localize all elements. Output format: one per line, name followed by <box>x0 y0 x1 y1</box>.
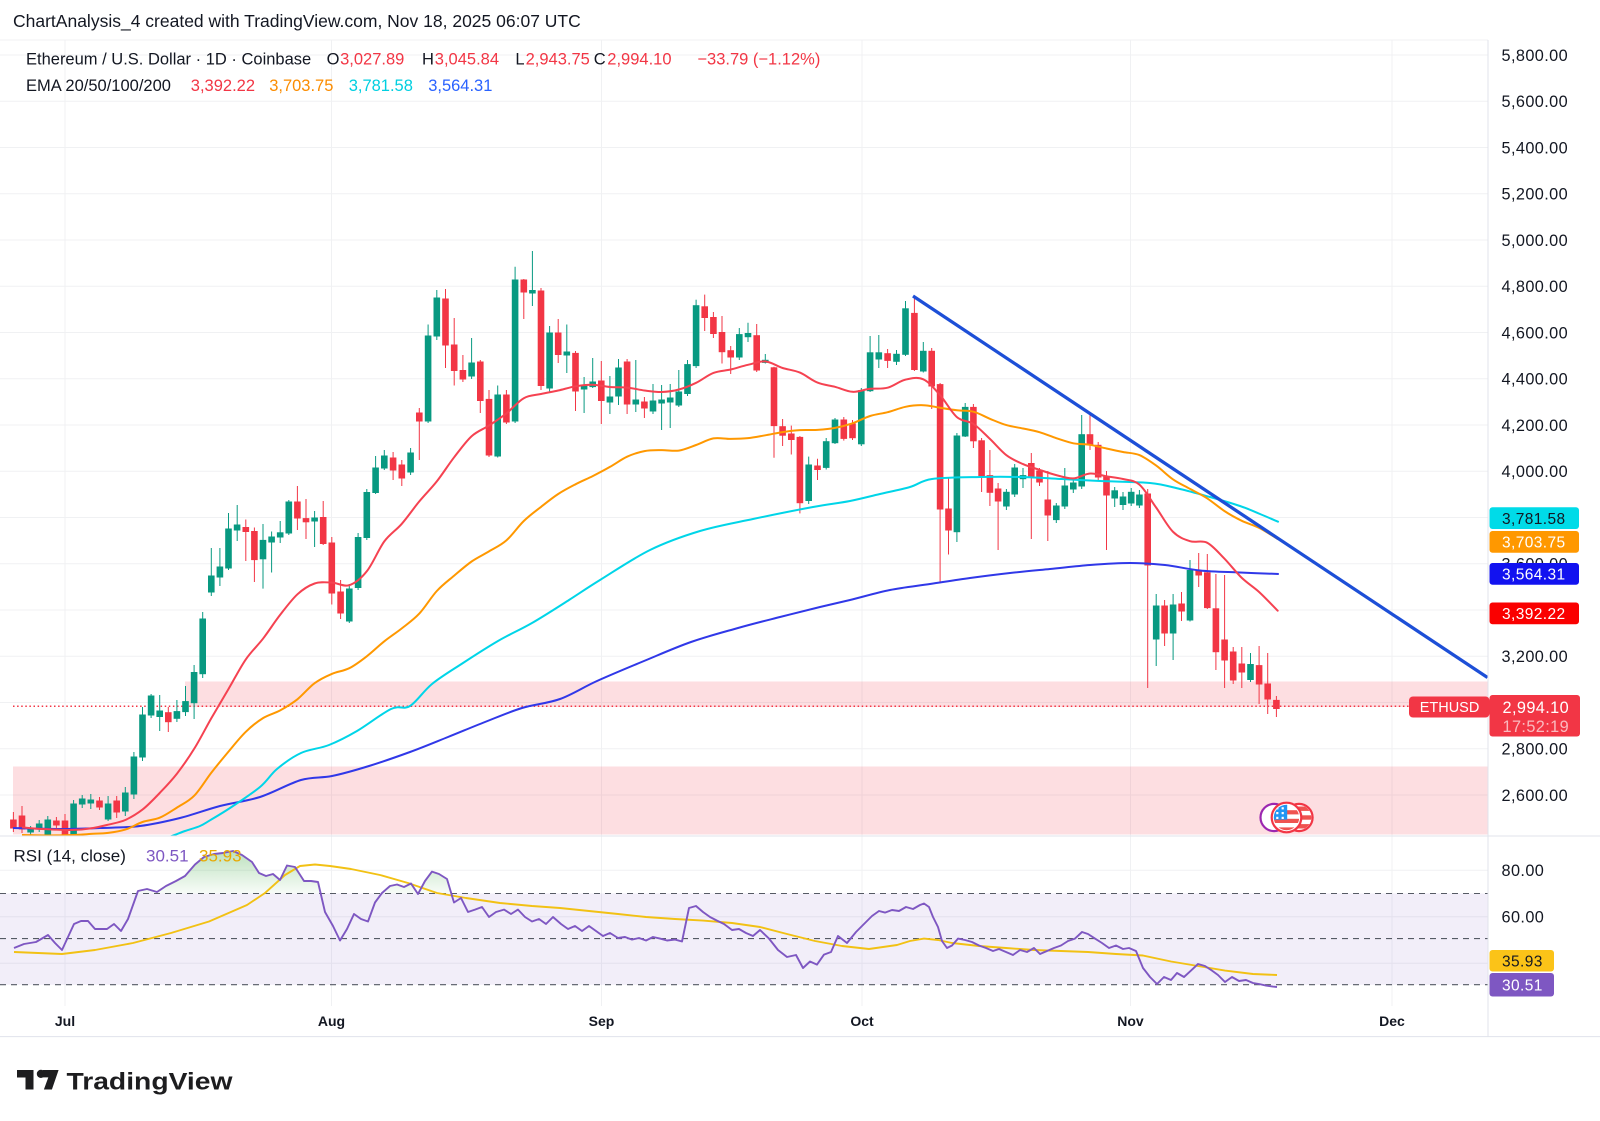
svg-text:Aug: Aug <box>318 1013 345 1029</box>
svg-text:3,564.31: 3,564.31 <box>428 77 492 95</box>
svg-text:5,800.00: 5,800.00 <box>1502 47 1569 65</box>
svg-text:EMA 20/50/100/200: EMA 20/50/100/200 <box>26 77 171 95</box>
svg-text:Ethereum / U.S. Dollar · 1D ·: Ethereum / U.S. Dollar · 1D · Coinbase <box>26 51 311 69</box>
svg-text:3,564.31: 3,564.31 <box>1502 567 1566 584</box>
svg-text:30.51: 30.51 <box>146 847 189 866</box>
svg-text:RSI (14, close): RSI (14, close) <box>14 847 126 866</box>
svg-text:2,943.75: 2,943.75 <box>526 51 590 69</box>
svg-text:2,800.00: 2,800.00 <box>1502 741 1569 759</box>
svg-text:3,392.22: 3,392.22 <box>191 77 255 95</box>
svg-text:ETHUSD: ETHUSD <box>1420 700 1480 716</box>
svg-text:4,600.00: 4,600.00 <box>1502 324 1569 342</box>
svg-text:4,800.00: 4,800.00 <box>1502 278 1569 296</box>
svg-text:TradingView: TradingView <box>67 1069 234 1096</box>
svg-text:−33.79 (−1.12%): −33.79 (−1.12%) <box>697 51 820 69</box>
svg-text:4,200.00: 4,200.00 <box>1502 417 1569 435</box>
svg-text:2,994.10: 2,994.10 <box>607 51 671 69</box>
svg-text:5,000.00: 5,000.00 <box>1502 232 1569 250</box>
svg-text:30.51: 30.51 <box>1502 978 1543 995</box>
svg-text:C: C <box>594 51 606 69</box>
svg-text:3,703.75: 3,703.75 <box>269 77 333 95</box>
svg-text:ChartAnalysis_4 created with T: ChartAnalysis_4 created with TradingView… <box>13 11 581 32</box>
svg-text:35.93: 35.93 <box>199 847 242 866</box>
svg-text:3,781.58: 3,781.58 <box>349 77 413 95</box>
svg-text:O: O <box>327 51 340 69</box>
svg-text:3,392.22: 3,392.22 <box>1502 606 1566 623</box>
svg-text:Oct: Oct <box>850 1013 874 1029</box>
svg-text:5,600.00: 5,600.00 <box>1502 93 1569 111</box>
svg-text:4,000.00: 4,000.00 <box>1502 463 1569 481</box>
svg-text:4,400.00: 4,400.00 <box>1502 371 1569 389</box>
svg-text:80.00: 80.00 <box>1502 862 1545 880</box>
svg-text:3,781.58: 3,781.58 <box>1502 511 1566 528</box>
svg-text:3,200.00: 3,200.00 <box>1502 648 1569 666</box>
svg-text:3,045.84: 3,045.84 <box>435 51 499 69</box>
svg-text:Nov: Nov <box>1117 1013 1144 1029</box>
svg-text:5,400.00: 5,400.00 <box>1502 139 1569 157</box>
svg-text:L: L <box>515 51 524 69</box>
svg-text:H: H <box>422 51 434 69</box>
svg-text:2,600.00: 2,600.00 <box>1502 787 1569 805</box>
svg-text:Dec: Dec <box>1379 1013 1405 1029</box>
svg-text:60.00: 60.00 <box>1502 909 1545 927</box>
svg-text:35.93: 35.93 <box>1502 954 1543 971</box>
svg-text:2,994.10: 2,994.10 <box>1503 699 1570 717</box>
svg-text:3,703.75: 3,703.75 <box>1502 535 1566 552</box>
svg-text:Jul: Jul <box>55 1013 75 1029</box>
svg-text:Sep: Sep <box>589 1013 615 1029</box>
svg-text:17:52:19: 17:52:19 <box>1503 718 1570 736</box>
svg-text:5,200.00: 5,200.00 <box>1502 186 1569 204</box>
svg-text:3,027.89: 3,027.89 <box>340 51 404 69</box>
